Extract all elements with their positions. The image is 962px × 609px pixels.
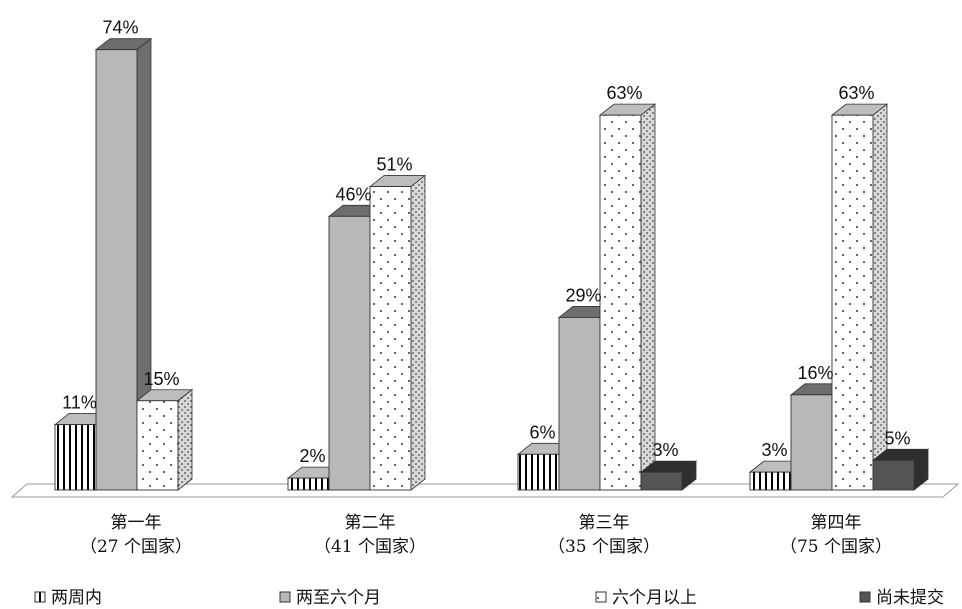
legend-item-4: 尚未提交 [859, 588, 944, 608]
floor-plane [10, 483, 960, 498]
category-label: 第四年 [811, 513, 862, 533]
bar-front-face [328, 215, 371, 491]
chart-floor [10, 483, 960, 498]
legend-swatch [279, 591, 291, 603]
category-sublabel: （41 个国家） [314, 537, 426, 557]
bar-side-face [640, 103, 656, 491]
bar-1-2 [94, 37, 153, 491]
bar-front-face [369, 186, 412, 491]
category-label: 第一年 [111, 513, 162, 533]
bar-4-3 [830, 103, 889, 491]
value-label: 3% [652, 440, 678, 460]
legend-item-2: 两至六个月 [279, 588, 381, 608]
bar-front-face [790, 394, 833, 491]
category-sublabel: （27 个国家） [80, 537, 192, 557]
value-label: 11% [62, 393, 97, 413]
category-sublabel: （35 个国家） [548, 537, 660, 557]
category-sublabel: （75 个国家） [780, 537, 892, 557]
legend-label: 两至六个月 [296, 588, 381, 608]
legend: 两周内 两至六个月 六个月以上 尚未提交 [34, 588, 944, 608]
category-labels-group: 第一年 （27 个国家） 第二年 （41 个国家） 第三年 （35 个国家） 第四年 （75 … [80, 513, 892, 557]
bar-front-face [95, 49, 138, 491]
bar-front-face [517, 453, 560, 491]
bar-front-face [599, 114, 642, 491]
legend-swatch [34, 591, 46, 603]
bar-front-face [136, 400, 179, 491]
legend-swatch [595, 591, 607, 603]
value-label: 3% [761, 440, 787, 460]
value-label: 63% [606, 83, 642, 103]
bar-3-3 [598, 103, 657, 491]
value-label: 29% [565, 285, 601, 305]
legend-item-1: 两周内 [34, 588, 102, 608]
legend-item-3: 六个月以上 [595, 588, 697, 608]
legend-swatch [859, 591, 871, 603]
value-label: 15% [143, 369, 179, 389]
bar-side-face [177, 388, 193, 491]
bar-front-face [558, 317, 601, 491]
value-label: 74% [102, 18, 138, 38]
value-label: 63% [838, 83, 874, 103]
legend-label: 六个月以上 [612, 588, 697, 608]
value-label: 46% [335, 184, 371, 204]
bar-front-face [640, 471, 683, 491]
bar-front-face [831, 114, 874, 491]
bar-front-face [872, 459, 915, 491]
category-label: 第二年 [345, 513, 396, 533]
bar-side-face [410, 174, 426, 491]
bar-1-3 [135, 388, 194, 491]
bar-front-face [749, 471, 792, 491]
value-labels-group: 11% 74% 15% 2% 46%51% 6% 29% 63% 3% 3% 16% 63% 5% [62, 18, 910, 466]
value-label: 2% [299, 446, 325, 466]
bar-3-4 [639, 460, 698, 491]
bar-front-face [287, 477, 330, 491]
value-label: 16% [797, 363, 833, 383]
value-label: 5% [884, 428, 910, 448]
bar-2-3 [368, 174, 427, 491]
value-label: 51% [376, 155, 412, 175]
legend-label: 尚未提交 [876, 588, 944, 608]
category-label: 第三年 [579, 513, 630, 533]
legend-label: 两周内 [51, 588, 102, 608]
value-label: 6% [529, 422, 555, 442]
bar-front-face [54, 424, 97, 491]
bars-group [53, 37, 930, 491]
bar-4-4 [871, 448, 930, 491]
